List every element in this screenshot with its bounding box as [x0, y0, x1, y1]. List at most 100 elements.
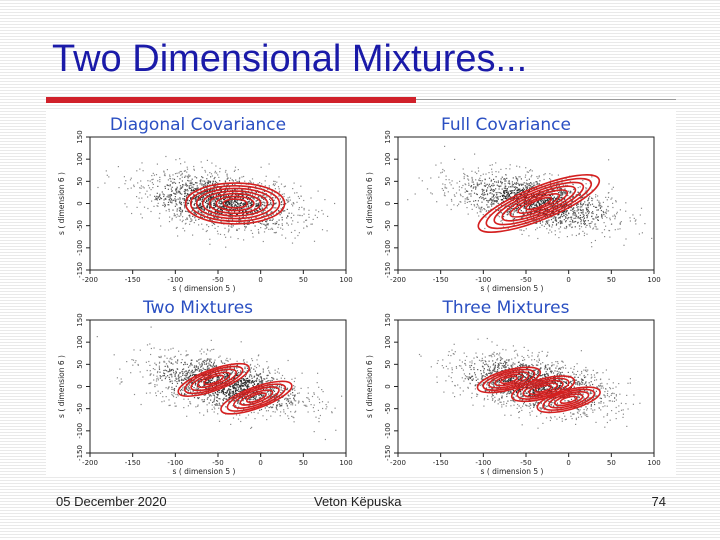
scatter-point — [600, 206, 602, 208]
scatter-point — [511, 185, 513, 187]
scatter-point — [519, 176, 521, 178]
scatter-point — [216, 384, 218, 386]
scatter-point — [154, 362, 156, 364]
scatter-point — [265, 213, 267, 215]
scatter-point — [152, 187, 154, 189]
scatter-point — [542, 192, 544, 194]
scatter-point — [188, 214, 190, 217]
scatter-point — [592, 211, 594, 213]
scatter-point — [252, 203, 254, 205]
scatter-point — [237, 382, 239, 384]
scatter-point — [164, 185, 166, 188]
scatter-point — [207, 367, 209, 369]
scatter-point — [476, 203, 478, 205]
scatter-point — [248, 182, 250, 184]
scatter-point — [250, 363, 252, 366]
scatter-point — [193, 165, 195, 168]
scatter-point — [184, 161, 186, 163]
scatter-point — [217, 225, 219, 228]
scatter-point — [496, 200, 498, 202]
scatter-point — [258, 383, 260, 385]
scatter-point — [164, 365, 166, 367]
scatter-point — [524, 205, 526, 208]
scatter-point — [501, 213, 503, 215]
scatter-point — [276, 371, 279, 373]
scatter-point — [213, 207, 215, 209]
y-tick-label: 100 — [76, 153, 84, 166]
scatter-point — [602, 201, 604, 203]
scatter-point — [505, 197, 507, 199]
scatter-point — [252, 222, 254, 224]
scatter-point — [202, 228, 204, 230]
scatter-point — [444, 186, 446, 188]
scatter-point — [232, 398, 234, 400]
scatter-point — [583, 232, 586, 234]
scatter-point — [185, 374, 187, 376]
scatter-point — [211, 408, 213, 410]
scatter-point — [576, 194, 578, 196]
scatter-point — [246, 390, 248, 392]
scatter-point — [182, 368, 184, 371]
scatter-point — [137, 182, 139, 184]
scatter-point — [543, 200, 545, 202]
scatter-point — [256, 359, 258, 361]
scatter-point — [482, 173, 484, 175]
scatter-point — [187, 202, 189, 204]
scatter-point — [231, 191, 233, 193]
scatter-point — [601, 232, 603, 234]
scatter-point — [214, 216, 216, 218]
scatter-point — [597, 228, 599, 230]
scatter-point — [260, 200, 262, 202]
scatter-point — [571, 234, 573, 236]
scatter-point — [271, 205, 273, 207]
scatter-point — [184, 176, 186, 178]
scatter-point — [300, 185, 302, 187]
scatter-point — [615, 200, 617, 202]
scatter-point — [558, 217, 560, 219]
scatter-point — [246, 387, 248, 389]
scatter-point — [496, 193, 498, 195]
scatter-point — [270, 388, 273, 390]
scatter-point — [563, 210, 565, 213]
scatter-point — [169, 174, 171, 176]
scatter-point — [464, 188, 466, 190]
scatter-point — [485, 173, 487, 175]
scatter-point — [485, 184, 487, 186]
scatter-point — [289, 397, 291, 400]
scatter-point — [254, 225, 256, 227]
scatter-point — [483, 199, 485, 201]
scatter-point — [234, 400, 236, 402]
scatter-point — [192, 371, 195, 373]
scatter-point — [421, 180, 423, 182]
scatter-point — [194, 176, 196, 178]
scatter-point — [536, 187, 538, 189]
scatter-point — [218, 420, 221, 422]
scatter-point — [517, 189, 519, 191]
scatter-point — [491, 200, 494, 202]
scatter-point — [226, 365, 228, 367]
scatter-point — [237, 194, 239, 196]
scatter-point — [530, 204, 532, 207]
scatter-point — [515, 177, 517, 179]
scatter-point — [197, 191, 199, 193]
scatter-point — [504, 187, 507, 190]
scatter-point — [453, 194, 455, 196]
scatter-point — [203, 363, 206, 365]
scatter-point — [261, 203, 264, 206]
scatter-point — [438, 176, 440, 178]
scatter-point — [536, 227, 538, 229]
scatter-point — [155, 380, 158, 382]
scatter-point — [213, 214, 215, 216]
contour-group — [184, 182, 286, 225]
scatter-point — [507, 197, 509, 199]
scatter-point — [187, 385, 189, 387]
scatter-point — [180, 379, 182, 381]
scatter-point — [576, 206, 578, 208]
scatter-point — [556, 197, 558, 199]
scatter-point — [211, 382, 213, 384]
scatter-point — [252, 182, 254, 184]
scatter-point — [484, 179, 486, 181]
scatter-point — [179, 178, 181, 180]
scatter-point — [460, 195, 462, 197]
scatter-point — [247, 202, 249, 204]
